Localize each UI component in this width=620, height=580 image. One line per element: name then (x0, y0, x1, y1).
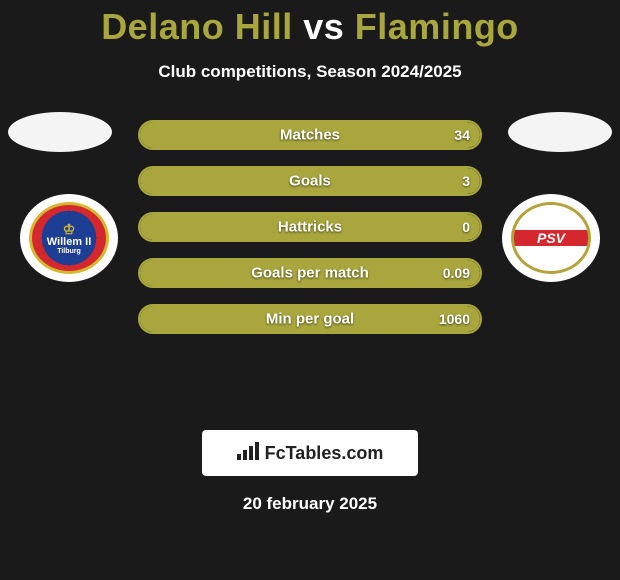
bar-chart-icon (237, 442, 259, 465)
club1-name: Willem II (47, 236, 92, 248)
infographic-date: 20 february 2025 (0, 494, 620, 514)
stat-bar-goals: Goals 3 (138, 166, 482, 196)
stat-right-value: 0.09 (443, 265, 470, 281)
crown-icon: ♔ (63, 222, 76, 236)
player1-avatar (8, 112, 112, 152)
vs-text: vs (303, 6, 344, 47)
stat-right-value: 0 (462, 219, 470, 235)
player1-name: Delano Hill (101, 6, 293, 47)
willem-ii-logo: ♔ Willem II Tilburg (29, 202, 109, 274)
stat-label: Matches (280, 127, 340, 144)
comparison-content: ♔ Willem II Tilburg PSV Matches 34 Goals… (0, 120, 620, 420)
stat-right-value: 3 (462, 173, 470, 189)
stat-label: Goals per match (251, 265, 369, 282)
stat-right-value: 1060 (439, 311, 470, 327)
stat-bar-goals-per-match: Goals per match 0.09 (138, 258, 482, 288)
stat-bar-matches: Matches 34 (138, 120, 482, 150)
stat-label: Goals (289, 173, 331, 190)
brand-box[interactable]: FcTables.com (202, 430, 418, 476)
stat-label: Hattricks (278, 219, 342, 236)
page-title: Delano Hill vs Flamingo (0, 0, 620, 48)
club1-city: Tilburg (57, 248, 81, 255)
stat-label: Min per goal (266, 311, 354, 328)
stat-bar-hattricks: Hattricks 0 (138, 212, 482, 242)
player2-club-badge: PSV (502, 194, 600, 282)
stat-bar-min-per-goal: Min per goal 1060 (138, 304, 482, 334)
subtitle: Club competitions, Season 2024/2025 (0, 62, 620, 82)
player2-name: Flamingo (355, 6, 519, 47)
club2-name: PSV (537, 230, 565, 246)
psv-logo: PSV (511, 202, 591, 274)
brand-text: FcTables.com (265, 443, 384, 464)
stat-bars: Matches 34 Goals 3 Hattricks 0 Goals per… (138, 120, 482, 350)
stat-right-value: 34 (454, 127, 470, 143)
player2-avatar (508, 112, 612, 152)
player1-club-badge: ♔ Willem II Tilburg (20, 194, 118, 282)
